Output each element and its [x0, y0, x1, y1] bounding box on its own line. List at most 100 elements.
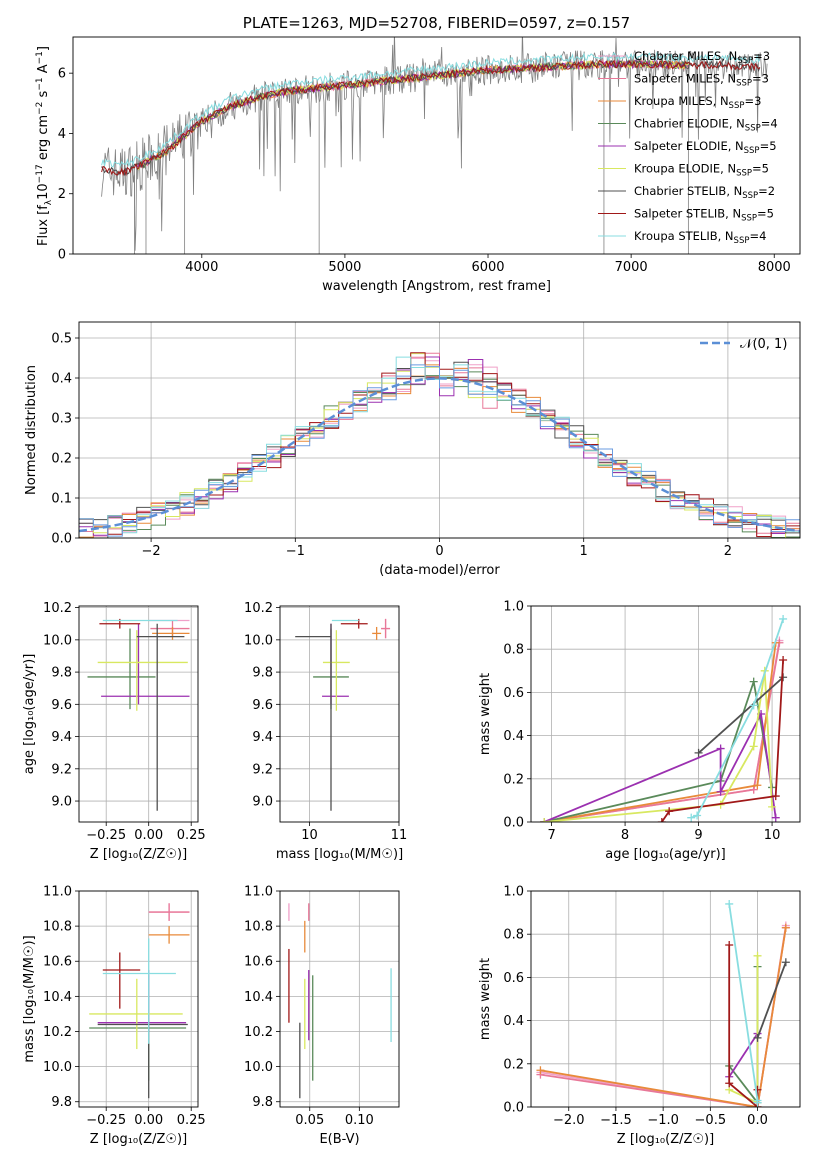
weight-marker	[725, 899, 734, 908]
frame: −2 −1 0 1 2 0.0 0.1 0.2 0.3 0.4 0.5 (data-model)/er…	[24, 321, 801, 578]
y-tick-label: 10.2	[43, 601, 72, 616]
legend-entry-part: SSP	[741, 214, 757, 224]
plot-area	[89, 903, 190, 1099]
y-tick-label: 0	[58, 248, 66, 263]
weight-marker	[749, 677, 758, 686]
plot-area	[288, 903, 392, 1099]
y-tick-label: 6	[58, 67, 66, 82]
x-axis-label: Z [log₁₀(Z/Z☉)]	[90, 1132, 187, 1147]
legend-entry-part: Chabrier ELODIE, N	[634, 117, 745, 131]
y-axis-label-part: erg cm	[36, 115, 51, 164]
plot-area	[79, 352, 800, 538]
axes-weight_vs_Z: −2.0 −1.5 −1.0 −0.5 0.0 0.0 0.2 0.4 0.6 0.8 1.0 Z […	[478, 885, 801, 1147]
error-point-krou_stelib	[102, 938, 176, 1044]
x-tick-label: 0.25	[177, 828, 206, 843]
weight-marker	[753, 781, 762, 790]
weight-marker	[749, 742, 758, 751]
weight-marker	[694, 748, 703, 757]
legend-entry-part: SSP	[744, 146, 760, 156]
y-tick-label: 2	[58, 187, 66, 202]
x-tick-label: 0.10	[345, 1113, 374, 1128]
axes-weight_vs_age: 7 8 9 10 0.0 0.2 0.4 0.6 0.8 1.0 age [log₁₀(age/yr…	[478, 600, 801, 862]
chart-title: PLATE=1263, MJD=52708, FIBERID=0597, z=0…	[243, 14, 630, 32]
legend-entry-part: Chabrier STELIB, N	[634, 184, 742, 198]
legend-entry-part: =5	[757, 207, 774, 221]
x-tick-label: 11	[391, 828, 408, 843]
legend-entry: 𝒩(0, 1)	[740, 337, 787, 352]
legend-entry-part: SSP	[729, 101, 745, 111]
weight-line-chab_elodie	[728, 966, 759, 1106]
y-tick-label: 0.1	[51, 492, 72, 507]
y-tick-label: 0.8	[503, 928, 524, 943]
frame: −2.0 −1.5 −1.0 −0.5 0.0 0.0 0.2 0.4 0.6 0.8 1.0 Z […	[478, 885, 801, 1147]
x-tick-label: 5000	[328, 260, 361, 275]
weight-line-krou_elodie	[544, 670, 773, 822]
y-axis-label-part: −17	[35, 164, 45, 183]
plot-area	[87, 618, 190, 811]
weight-marker	[771, 792, 780, 801]
error-point-chab_stelib	[136, 623, 185, 811]
weight-marker	[687, 813, 696, 822]
y-axis-label: Flux [fλ10−17 erg cm−2 s−1 A−1]	[35, 46, 54, 246]
plot-area	[540, 614, 788, 822]
x-tick-label: 0.05	[295, 1113, 324, 1128]
weight-line-chab_stelib	[756, 961, 787, 1039]
y-tick-label: 0.4	[503, 729, 524, 744]
y-tick-label: 10.0	[244, 1060, 273, 1075]
y-tick-label: 9.0	[252, 795, 273, 810]
weight-marker	[753, 1085, 762, 1094]
frame: −0.25 0.00 0.25 9.0 9.2 9.4 9.6 9.8 10.0 10.2 Z [l…	[22, 601, 206, 862]
axes-frame	[530, 605, 801, 823]
x-tick-label: −1.5	[600, 1113, 632, 1128]
y-tick-label: 0.2	[503, 1057, 524, 1072]
x-tick-label: 10	[764, 828, 781, 843]
error-point-salp_miles	[150, 620, 190, 637]
legend-entry-part: =2	[758, 184, 775, 198]
x-tick-label: −0.25	[86, 1113, 126, 1128]
axes-frame	[78, 605, 199, 823]
legend-entry-part: =4	[749, 229, 766, 243]
legend-entry-part: Chabrier MILES, N	[634, 49, 737, 63]
error-point-krou_miles	[148, 926, 190, 944]
axes-age_vs_mass: 10 11 9.0 9.2 9.4 9.6 9.8 10.0 10.2 mass [log₁₀(M…	[244, 601, 407, 862]
legend-entry: Kroupa MILES, NSSP=3	[634, 94, 761, 111]
x-tick-label: 0.0	[747, 1113, 768, 1128]
x-tick-label: −1.0	[647, 1113, 679, 1128]
x-tick-label: 8000	[758, 260, 791, 275]
weight-line-krou_elodie	[728, 955, 759, 1105]
error-point-salp_elodie	[97, 970, 187, 1041]
legend-entry: Chabrier MILES, NSSP=3	[634, 49, 770, 66]
legend-entry: Kroupa STELIB, NSSP=4	[634, 229, 766, 246]
x-tick-label: 0.00	[134, 828, 163, 843]
error-point-salp_elodie	[101, 623, 190, 705]
error-point-krou_elodie	[97, 630, 188, 711]
x-tick-label: 8	[621, 828, 629, 843]
y-tick-label: 9.8	[51, 666, 72, 681]
y-tick-label: 10.0	[43, 633, 72, 648]
y-axis-label-part: 10	[36, 183, 51, 200]
weight-marker	[749, 785, 758, 794]
legend-entry-part: =3	[752, 72, 769, 86]
x-tick-label: −0.25	[86, 828, 126, 843]
x-tick-label: 2	[724, 544, 732, 559]
plot-area	[101, 37, 768, 254]
axes-frame	[279, 890, 400, 1108]
error-point-salp_elodie	[322, 623, 349, 705]
weight-line-salp_stelib	[728, 945, 759, 1107]
y-tick-label: 10.8	[244, 920, 273, 935]
error-point-chab_elodie	[89, 975, 187, 1081]
y-tick-label: 9.2	[51, 762, 72, 777]
y-tick-label: 10.2	[43, 1025, 72, 1040]
weight-marker	[716, 787, 725, 796]
normal-reference-curve	[79, 377, 800, 533]
frame: 7 8 9 10 0.0 0.2 0.4 0.6 0.8 1.0 age [log₁₀(age/yr…	[478, 600, 801, 862]
plot-area	[536, 899, 790, 1107]
y-tick-label: 0.8	[503, 643, 524, 658]
error-point-krou_elodie	[322, 630, 350, 711]
legend-entry-part: Kroupa STELIB, N	[634, 229, 734, 243]
x-tick-label: 9	[694, 828, 702, 843]
weight-marker	[536, 1066, 545, 1075]
y-axis-label-part: A	[36, 64, 51, 77]
